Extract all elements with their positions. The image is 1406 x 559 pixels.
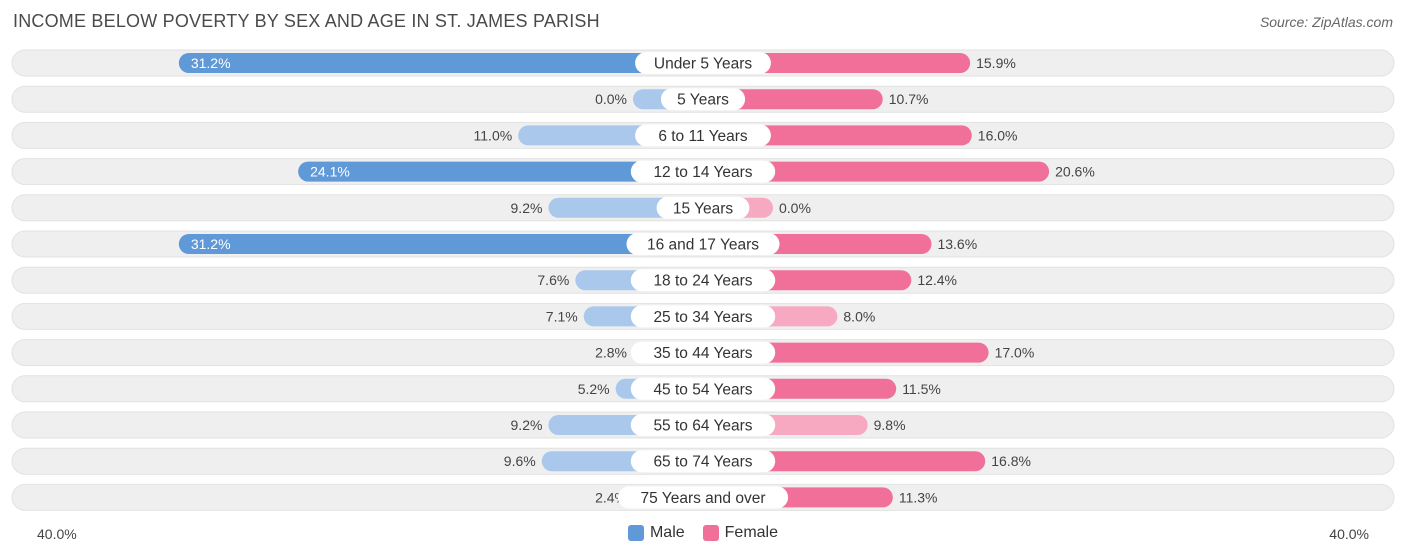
category-label: 55 to 64 Years <box>653 418 752 435</box>
category-pill <box>630 377 776 400</box>
category-pill <box>630 160 776 183</box>
category-label: 45 to 54 Years <box>653 381 752 398</box>
bar-female[interactable] <box>703 342 989 363</box>
category-label: 6 to 11 Years <box>658 128 748 145</box>
bar-female[interactable] <box>703 125 972 146</box>
category-pill <box>630 305 776 328</box>
value-label-male: 5.2% <box>578 381 610 397</box>
axis-right-label: 40.0% <box>1329 526 1369 542</box>
value-label-female: 13.6% <box>937 236 977 252</box>
category-label: 35 to 44 Years <box>653 345 752 362</box>
value-label-male: 7.1% <box>546 308 578 324</box>
legend: Male Female <box>0 524 1406 542</box>
legend-label-male: Male <box>649 524 685 541</box>
bar-male[interactable] <box>178 234 704 254</box>
value-label-male: 9.2% <box>511 200 543 216</box>
category-label: Under 5 Years <box>654 56 752 73</box>
category-pill <box>626 233 780 255</box>
legend-label-female: Female <box>724 524 779 541</box>
value-label-female: 11.5% <box>902 381 941 397</box>
chart-svg: 31.2% 15.9% Under 5 Years 0.0% 10.7% 5 Years 1… <box>11 49 1395 511</box>
bar-female[interactable] <box>703 89 883 110</box>
category-pill <box>630 450 776 473</box>
value-label-male: 9.2% <box>511 417 543 433</box>
category-label: 5 Years <box>677 92 729 109</box>
value-label-male: 9.6% <box>504 453 536 469</box>
value-label-male: 31.2% <box>191 236 231 252</box>
category-label: 16 and 17 Years <box>647 237 759 254</box>
source-label: Source: ZipAtlas.com <box>1259 14 1393 30</box>
axis-left-label: 40.0% <box>37 526 77 542</box>
legend-swatch-female <box>702 525 719 541</box>
category-label: 25 to 34 Years <box>653 309 752 326</box>
category-label: 12 to 14 Years <box>653 164 752 181</box>
legend-item-male[interactable]: Male <box>627 524 685 542</box>
value-label-female: 15.9% <box>976 55 1016 71</box>
category-pill <box>630 341 776 364</box>
category-pill <box>660 88 746 111</box>
value-label-female: 17.0% <box>995 345 1035 361</box>
value-label-female: 16.0% <box>978 127 1018 143</box>
value-label-male: 31.2% <box>191 55 231 71</box>
value-label-female: 0.0% <box>779 200 811 216</box>
value-label-male: 2.8% <box>595 345 627 361</box>
category-pill <box>635 124 771 147</box>
bar-female[interactable] <box>703 53 971 73</box>
chart-title: INCOME BELOW POVERTY BY SEX AND AGE IN S… <box>13 11 600 31</box>
category-label: 18 to 24 Years <box>653 273 752 290</box>
value-label-female: 12.4% <box>917 272 957 288</box>
bar-male[interactable] <box>178 53 704 73</box>
value-label-female: 9.8% <box>874 417 906 433</box>
category-pill <box>617 486 789 509</box>
bar-female[interactable] <box>703 161 1050 182</box>
value-label-female: 16.8% <box>991 453 1031 469</box>
value-label-male: 11.0% <box>474 127 513 143</box>
value-label-male: 7.6% <box>537 272 569 288</box>
bar-male[interactable] <box>298 161 703 182</box>
category-label: 15 Years <box>673 200 734 217</box>
category-label: 65 to 74 Years <box>653 454 752 471</box>
category-pill <box>635 52 771 74</box>
category-pill <box>630 414 776 436</box>
category-label: 75 Years and over <box>641 490 766 507</box>
value-label-female: 20.6% <box>1055 164 1095 180</box>
legend-item-female[interactable]: Female <box>702 524 779 542</box>
value-label-female: 8.0% <box>843 308 875 324</box>
value-label-female: 10.7% <box>889 91 929 107</box>
value-label-male: 0.0% <box>595 91 627 107</box>
value-label-male: 24.1% <box>310 164 350 180</box>
category-pill <box>656 196 750 219</box>
legend-swatch-male <box>627 525 644 541</box>
value-label-female: 11.3% <box>899 489 938 505</box>
category-pill <box>630 269 776 292</box>
